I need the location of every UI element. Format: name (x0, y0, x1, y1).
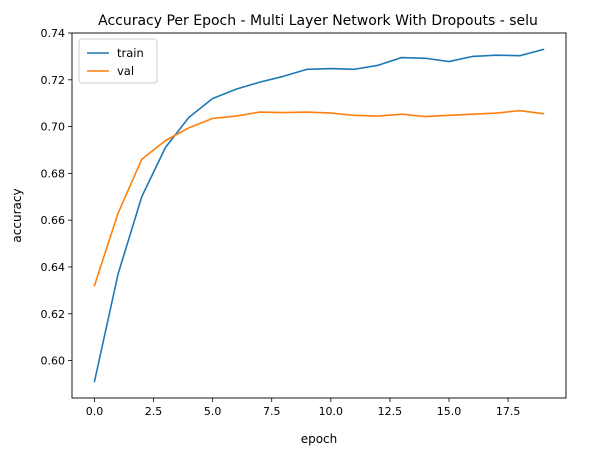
y-tick-label: 0.66 (41, 214, 66, 227)
x-tick-label: 10.0 (319, 405, 344, 418)
x-axis-ticks: 0.0 2.5 5.0 7.5 10.0 12.5 15.0 17.5 (86, 398, 521, 418)
x-tick-label: 12.5 (378, 405, 403, 418)
legend-label-val: val (117, 64, 134, 78)
x-tick-label: 0.0 (86, 405, 104, 418)
x-axis-label: epoch (301, 432, 338, 446)
y-tick-label: 0.74 (41, 27, 66, 40)
y-axis-label: accuracy (10, 188, 24, 242)
y-axis-ticks: 0.60 0.62 0.64 0.66 0.68 0.70 0.72 0.74 (41, 27, 72, 368)
series-lines (93, 48, 545, 383)
y-tick-label: 0.70 (41, 121, 66, 134)
x-tick-label: 2.5 (145, 405, 163, 418)
y-tick-label: 0.72 (41, 74, 66, 87)
legend: train val (78, 38, 158, 84)
x-tick-label: 7.5 (263, 405, 281, 418)
series-line-train (93, 48, 545, 383)
x-tick-label: 17.5 (496, 405, 521, 418)
y-tick-label: 0.64 (41, 261, 66, 274)
x-tick-label: 5.0 (204, 405, 222, 418)
legend-label-train: train (117, 46, 144, 60)
legend-box (78, 38, 158, 84)
y-tick-label: 0.68 (41, 167, 66, 180)
y-tick-label: 0.62 (41, 308, 66, 321)
plot-area-frame (71, 32, 567, 399)
x-tick-label: 15.0 (437, 405, 462, 418)
y-tick-label: 0.60 (41, 355, 66, 368)
series-line-val (93, 109, 545, 287)
chart-title: Accuracy Per Epoch - Multi Layer Network… (98, 13, 538, 29)
